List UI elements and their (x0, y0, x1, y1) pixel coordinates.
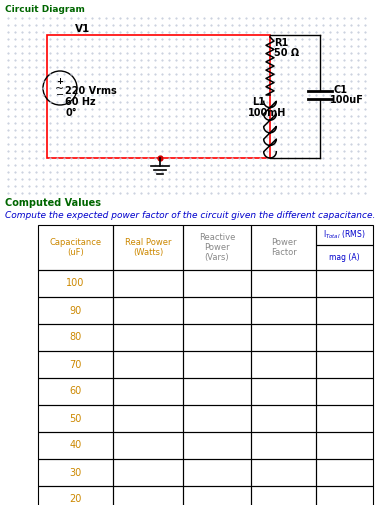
Bar (316, 245, 373, 270)
Text: Circuit Diagram: Circuit Diagram (5, 5, 85, 14)
Bar (316, 432, 373, 459)
Text: 80: 80 (69, 332, 82, 342)
Bar (316, 486, 373, 505)
Text: 100uF: 100uF (330, 95, 364, 105)
Text: V1: V1 (75, 24, 90, 34)
Text: Capacitance
(uF): Capacitance (uF) (49, 238, 101, 257)
Bar (38, 432, 113, 459)
Bar (251, 432, 316, 459)
Text: 60: 60 (69, 386, 82, 396)
Bar (113, 270, 183, 297)
Text: 30: 30 (69, 468, 82, 478)
Bar (251, 378, 316, 405)
Bar (38, 225, 113, 270)
Bar (316, 351, 373, 378)
Bar (113, 405, 183, 432)
Bar (38, 405, 113, 432)
Text: 60 Hz: 60 Hz (65, 97, 96, 107)
Bar (251, 324, 316, 351)
Text: Compute the expected power factor of the circuit given the different capacitance: Compute the expected power factor of the… (5, 211, 375, 220)
Bar (38, 297, 113, 324)
Text: I$_{Total}$ (RMS): I$_{Total}$ (RMS) (323, 229, 366, 241)
Text: C1: C1 (334, 85, 348, 95)
Bar (113, 324, 183, 351)
Bar (183, 297, 251, 324)
Text: mag (A): mag (A) (329, 253, 360, 262)
Text: L1: L1 (252, 97, 265, 107)
Bar (183, 432, 251, 459)
Text: 100mH: 100mH (248, 108, 286, 118)
Text: 50 Ω: 50 Ω (274, 48, 299, 58)
Bar (251, 459, 316, 486)
Bar (316, 324, 373, 351)
Text: +: + (57, 77, 64, 86)
Text: Real Power
(Watts): Real Power (Watts) (125, 238, 171, 257)
Bar (38, 324, 113, 351)
Text: 20: 20 (69, 494, 82, 504)
Bar (251, 405, 316, 432)
Text: 50: 50 (69, 414, 82, 424)
Bar (113, 378, 183, 405)
Bar (251, 297, 316, 324)
Text: 70: 70 (69, 360, 82, 370)
Bar (316, 297, 373, 324)
Text: 100: 100 (66, 278, 85, 288)
Bar (38, 378, 113, 405)
Bar (113, 225, 183, 270)
Text: 0°: 0° (65, 108, 77, 118)
Bar (113, 297, 183, 324)
Bar (113, 459, 183, 486)
Bar (251, 486, 316, 505)
Text: Reactive
Power
(Vars): Reactive Power (Vars) (199, 233, 235, 263)
Bar (183, 459, 251, 486)
Bar (183, 225, 251, 270)
Bar (316, 270, 373, 297)
Bar (183, 378, 251, 405)
Bar (251, 225, 316, 270)
Bar (47, 35, 270, 158)
Bar (251, 270, 316, 297)
Bar (183, 324, 251, 351)
Bar (316, 378, 373, 405)
Bar (183, 486, 251, 505)
Text: Power
Factor: Power Factor (271, 238, 296, 257)
Bar (38, 270, 113, 297)
Text: ~: ~ (56, 84, 65, 94)
Text: R1: R1 (274, 38, 288, 48)
Bar (183, 405, 251, 432)
Text: 40: 40 (69, 440, 82, 450)
Bar (183, 351, 251, 378)
Text: 90: 90 (69, 306, 82, 316)
Bar (251, 351, 316, 378)
Text: −: − (56, 90, 64, 100)
Text: Computed Values: Computed Values (5, 198, 101, 208)
Bar (316, 459, 373, 486)
Text: 220 Vrms: 220 Vrms (65, 86, 117, 96)
Bar (38, 459, 113, 486)
Bar (38, 486, 113, 505)
Bar (113, 486, 183, 505)
Bar (38, 351, 113, 378)
Bar (183, 270, 251, 297)
Bar (113, 432, 183, 459)
Bar (316, 405, 373, 432)
Bar (113, 351, 183, 378)
Bar (316, 225, 373, 245)
